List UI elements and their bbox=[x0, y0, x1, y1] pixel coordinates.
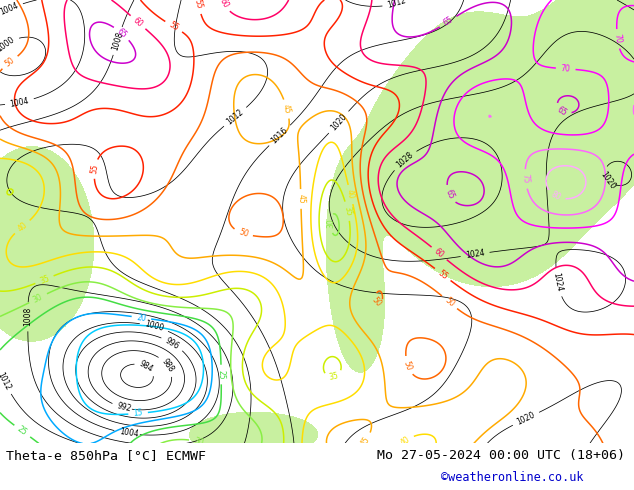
Text: 1008: 1008 bbox=[110, 30, 125, 51]
Text: 70: 70 bbox=[560, 64, 571, 74]
Text: 20: 20 bbox=[136, 313, 147, 323]
Text: 1024: 1024 bbox=[552, 272, 564, 293]
Text: 65: 65 bbox=[443, 188, 456, 201]
Text: 60: 60 bbox=[217, 0, 230, 10]
Text: 65: 65 bbox=[555, 105, 569, 118]
Text: 1020: 1020 bbox=[515, 411, 536, 427]
Text: 1000: 1000 bbox=[0, 35, 16, 54]
Text: 40: 40 bbox=[16, 220, 29, 233]
Text: Mo 27-05-2024 00:00 UTC (18+06): Mo 27-05-2024 00:00 UTC (18+06) bbox=[377, 448, 625, 462]
Text: 1020: 1020 bbox=[598, 170, 617, 191]
Text: 988: 988 bbox=[160, 357, 175, 374]
Text: 45: 45 bbox=[296, 194, 306, 204]
Text: 50: 50 bbox=[237, 227, 249, 239]
Text: 80: 80 bbox=[550, 190, 562, 202]
Text: 55: 55 bbox=[436, 268, 450, 281]
Text: 45: 45 bbox=[281, 103, 292, 115]
Text: 55: 55 bbox=[167, 20, 180, 33]
Text: 65: 65 bbox=[441, 15, 455, 28]
Text: 1004: 1004 bbox=[119, 428, 139, 439]
Text: 60: 60 bbox=[131, 16, 145, 29]
Text: 992: 992 bbox=[116, 401, 132, 414]
Text: 75: 75 bbox=[521, 173, 531, 184]
Text: 40: 40 bbox=[345, 189, 356, 200]
Text: 25: 25 bbox=[217, 369, 226, 379]
Text: 25: 25 bbox=[16, 425, 29, 438]
Text: 996: 996 bbox=[164, 336, 181, 351]
Text: 30: 30 bbox=[193, 437, 205, 448]
Text: 35: 35 bbox=[38, 273, 51, 286]
Text: 1008: 1008 bbox=[23, 307, 32, 326]
Text: 50: 50 bbox=[370, 295, 383, 309]
Text: 30: 30 bbox=[326, 219, 335, 228]
Text: 45: 45 bbox=[359, 435, 372, 448]
Text: 1024: 1024 bbox=[465, 248, 485, 260]
Text: 1000: 1000 bbox=[144, 319, 165, 333]
Text: 40: 40 bbox=[399, 435, 411, 447]
Text: 1020: 1020 bbox=[329, 112, 349, 132]
Text: 50: 50 bbox=[3, 56, 16, 69]
Text: ©weatheronline.co.uk: ©weatheronline.co.uk bbox=[441, 471, 583, 484]
Text: 50: 50 bbox=[402, 360, 413, 372]
Text: 55: 55 bbox=[89, 163, 100, 174]
Text: 70: 70 bbox=[612, 33, 623, 44]
Text: 30: 30 bbox=[32, 292, 44, 304]
Text: 1012: 1012 bbox=[0, 370, 13, 392]
Text: 1012: 1012 bbox=[386, 0, 407, 10]
Text: 60: 60 bbox=[432, 247, 446, 260]
Text: 15: 15 bbox=[133, 409, 143, 418]
Text: 1004: 1004 bbox=[0, 1, 20, 17]
Text: 1016: 1016 bbox=[269, 125, 290, 146]
Text: 984: 984 bbox=[138, 359, 155, 374]
Text: 50: 50 bbox=[443, 296, 456, 309]
Text: Theta-e 850hPa [°C] ECMWF: Theta-e 850hPa [°C] ECMWF bbox=[6, 448, 206, 462]
Text: 35: 35 bbox=[328, 371, 339, 382]
Text: 35: 35 bbox=[342, 205, 353, 217]
Text: 65: 65 bbox=[115, 27, 128, 40]
Text: 1012: 1012 bbox=[225, 107, 245, 126]
Text: 1028: 1028 bbox=[394, 150, 415, 170]
Text: 1004: 1004 bbox=[9, 96, 30, 108]
Text: 55: 55 bbox=[193, 0, 204, 10]
